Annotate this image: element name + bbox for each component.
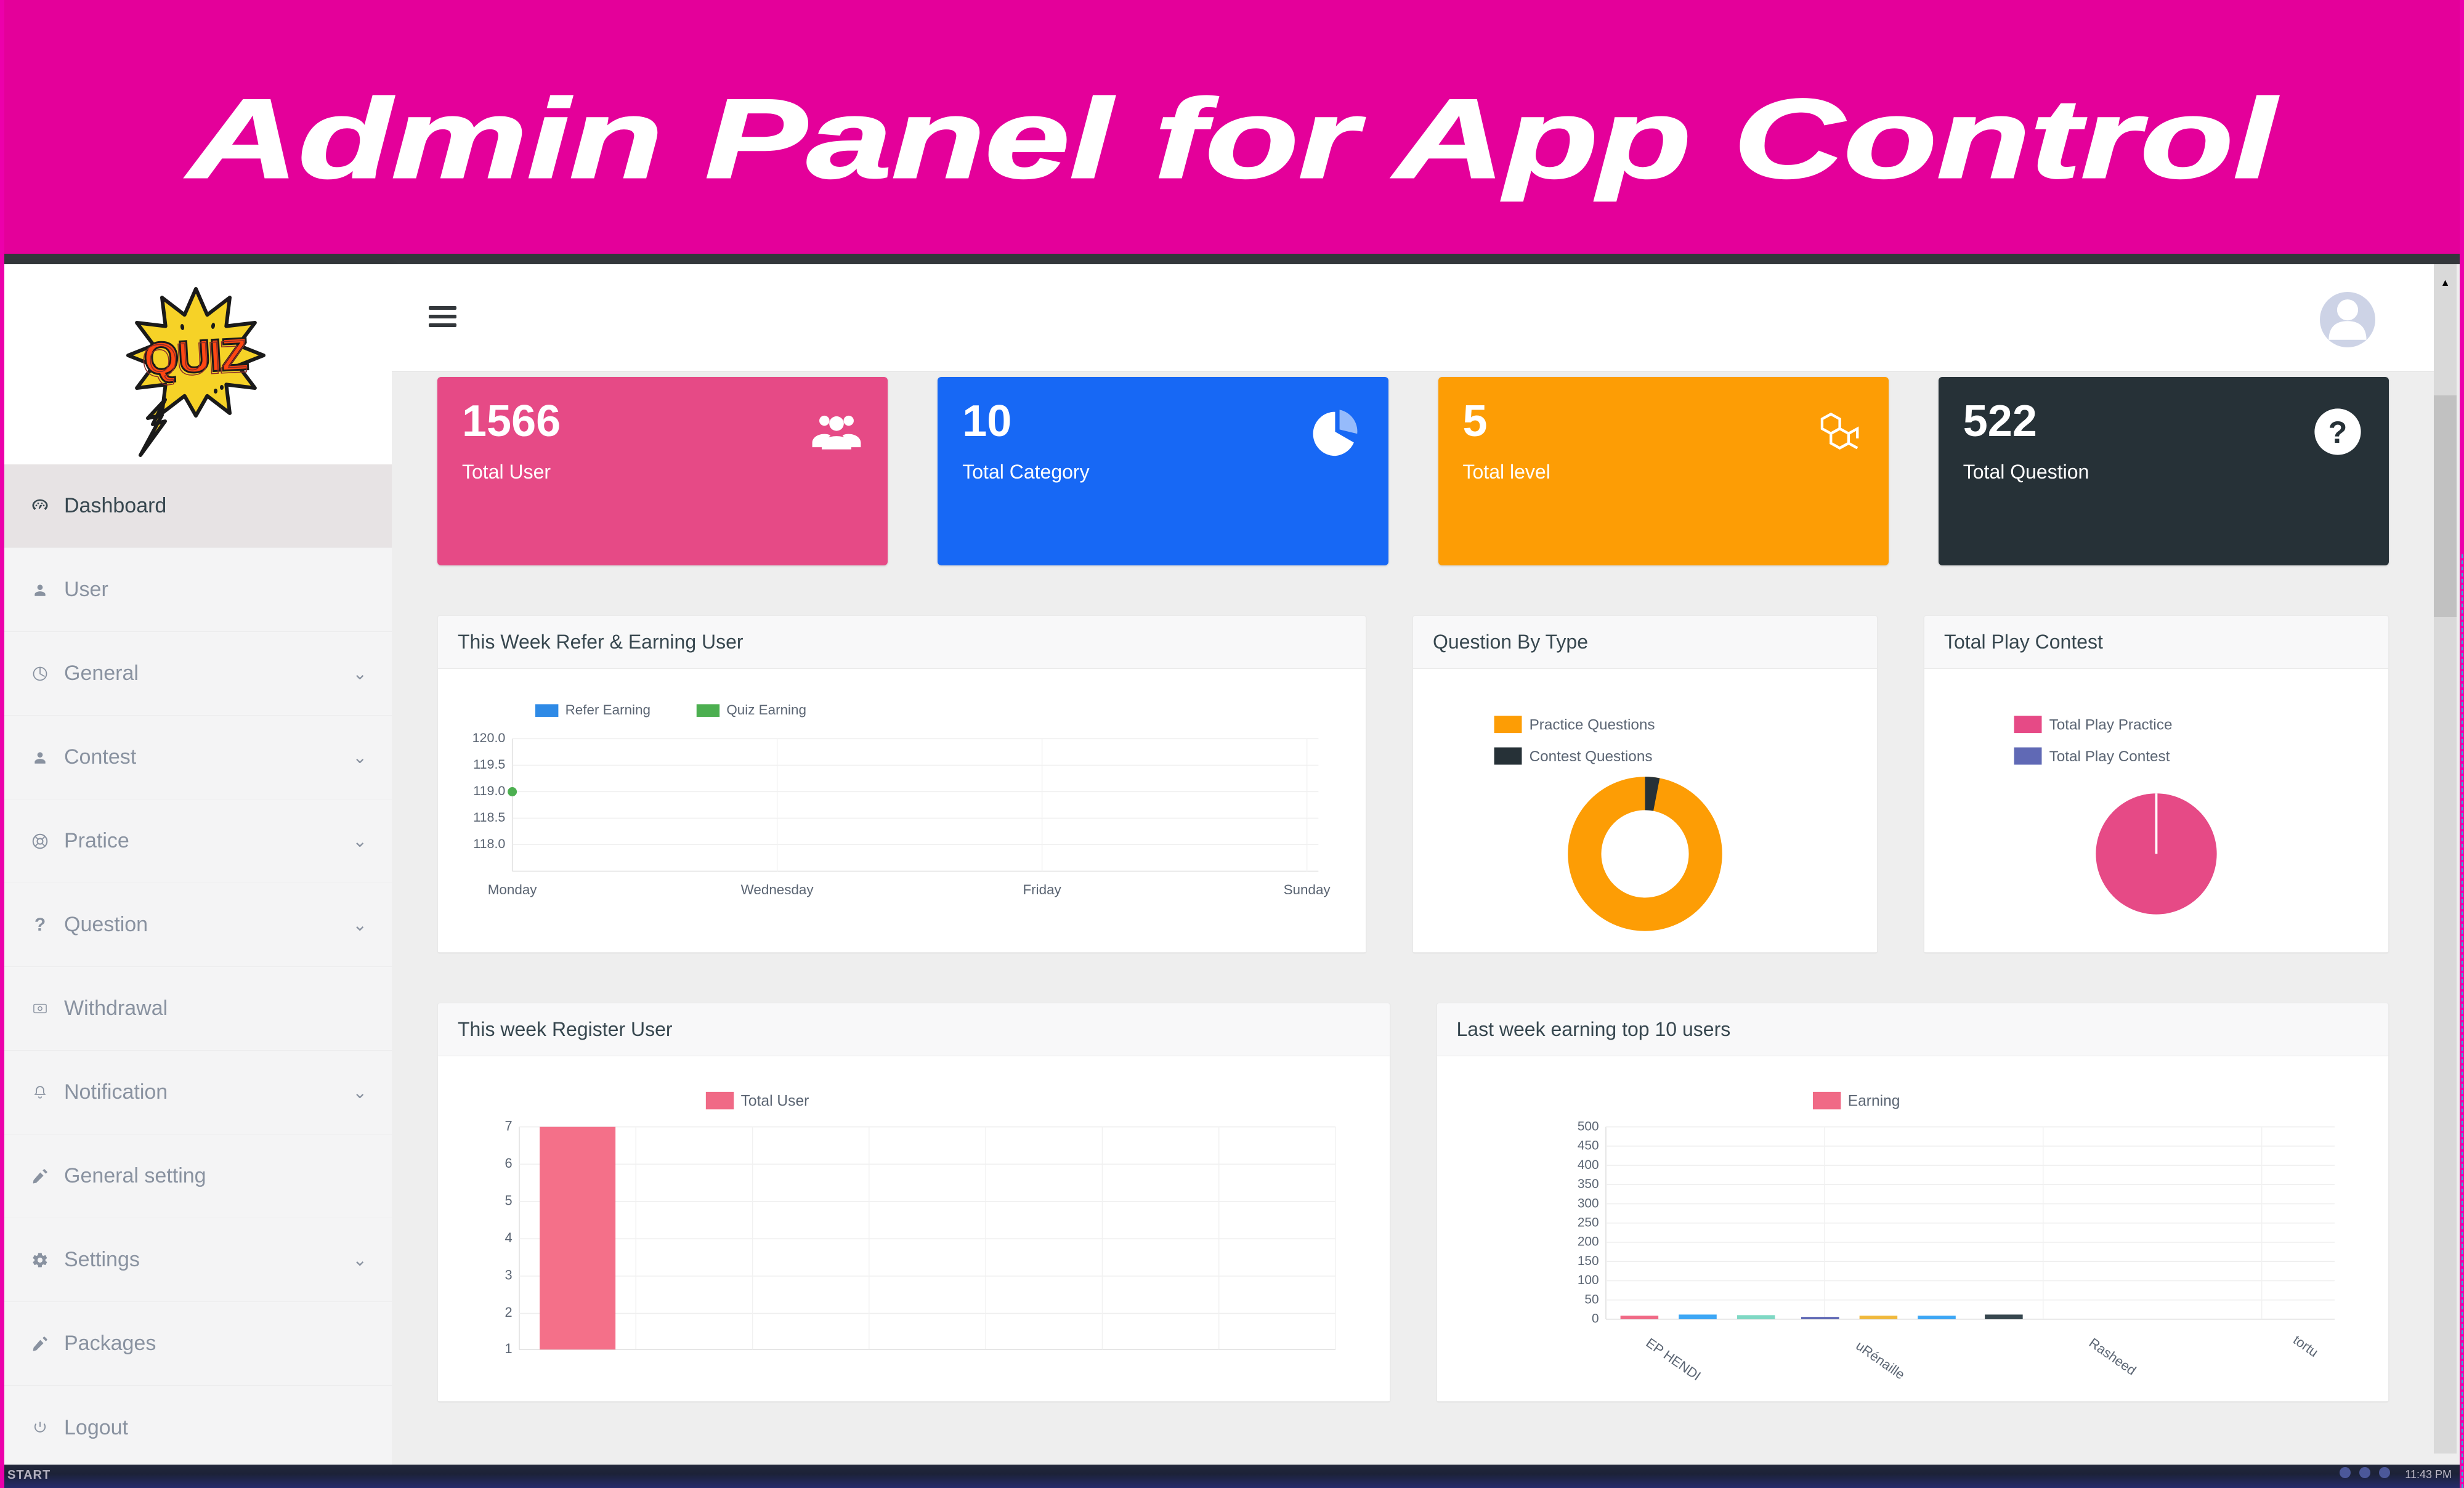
svg-text:119.5: 119.5 [473, 757, 505, 772]
svg-text:450: 450 [1577, 1139, 1599, 1153]
svg-text:150: 150 [1577, 1254, 1599, 1268]
svg-text:Practice Questions: Practice Questions [1530, 717, 1655, 734]
svg-text:118.0: 118.0 [473, 836, 505, 851]
svg-text:Earning: Earning [1847, 1093, 1900, 1110]
svg-text:400: 400 [1577, 1158, 1599, 1172]
svg-text:6: 6 [505, 1155, 513, 1171]
svg-text:tortu: tortu [2290, 1332, 2321, 1360]
svg-text:4: 4 [505, 1230, 513, 1245]
svg-text:200: 200 [1577, 1235, 1599, 1249]
svg-text:3: 3 [505, 1268, 513, 1283]
svg-text:350: 350 [1577, 1177, 1599, 1191]
svg-text:2: 2 [505, 1304, 513, 1320]
svg-text:119.0: 119.0 [473, 783, 505, 798]
svg-text:100: 100 [1577, 1273, 1599, 1287]
svg-text:50: 50 [1584, 1292, 1599, 1306]
svg-text:Quiz Earning: Quiz Earning [726, 702, 806, 718]
svg-text:120.0: 120.0 [472, 730, 506, 745]
svg-text:Contest Questions: Contest Questions [1530, 748, 1653, 765]
svg-text:Total Play Practice: Total Play Practice [2049, 717, 2173, 734]
svg-text:Friday: Friday [1023, 882, 1061, 897]
svg-text:300: 300 [1577, 1196, 1599, 1210]
svg-text:250: 250 [1577, 1215, 1599, 1229]
svg-text:QUIZ: QUIZ [140, 331, 248, 387]
svg-text:7: 7 [505, 1118, 513, 1133]
svg-text:EP HENDI: EP HENDI [1643, 1335, 1703, 1383]
svg-text:uRénaille: uRénaille [1853, 1338, 1908, 1382]
svg-text:118.5: 118.5 [473, 810, 505, 825]
svg-text:5: 5 [505, 1192, 513, 1208]
svg-text:?: ? [2328, 415, 2348, 450]
svg-text:Refer Earning: Refer Earning [565, 702, 650, 718]
svg-text:Sunday: Sunday [1284, 882, 1331, 897]
svg-text:Rasheed: Rasheed [2086, 1335, 2139, 1378]
svg-text:Wednesday: Wednesday [741, 882, 814, 897]
svg-text:1: 1 [505, 1341, 513, 1356]
svg-text:Total User: Total User [741, 1093, 809, 1110]
svg-text:500: 500 [1577, 1119, 1599, 1133]
svg-text:Monday: Monday [488, 882, 538, 897]
svg-text:Total Play Contest: Total Play Contest [2049, 748, 2170, 765]
svg-text:0: 0 [1592, 1312, 1599, 1326]
